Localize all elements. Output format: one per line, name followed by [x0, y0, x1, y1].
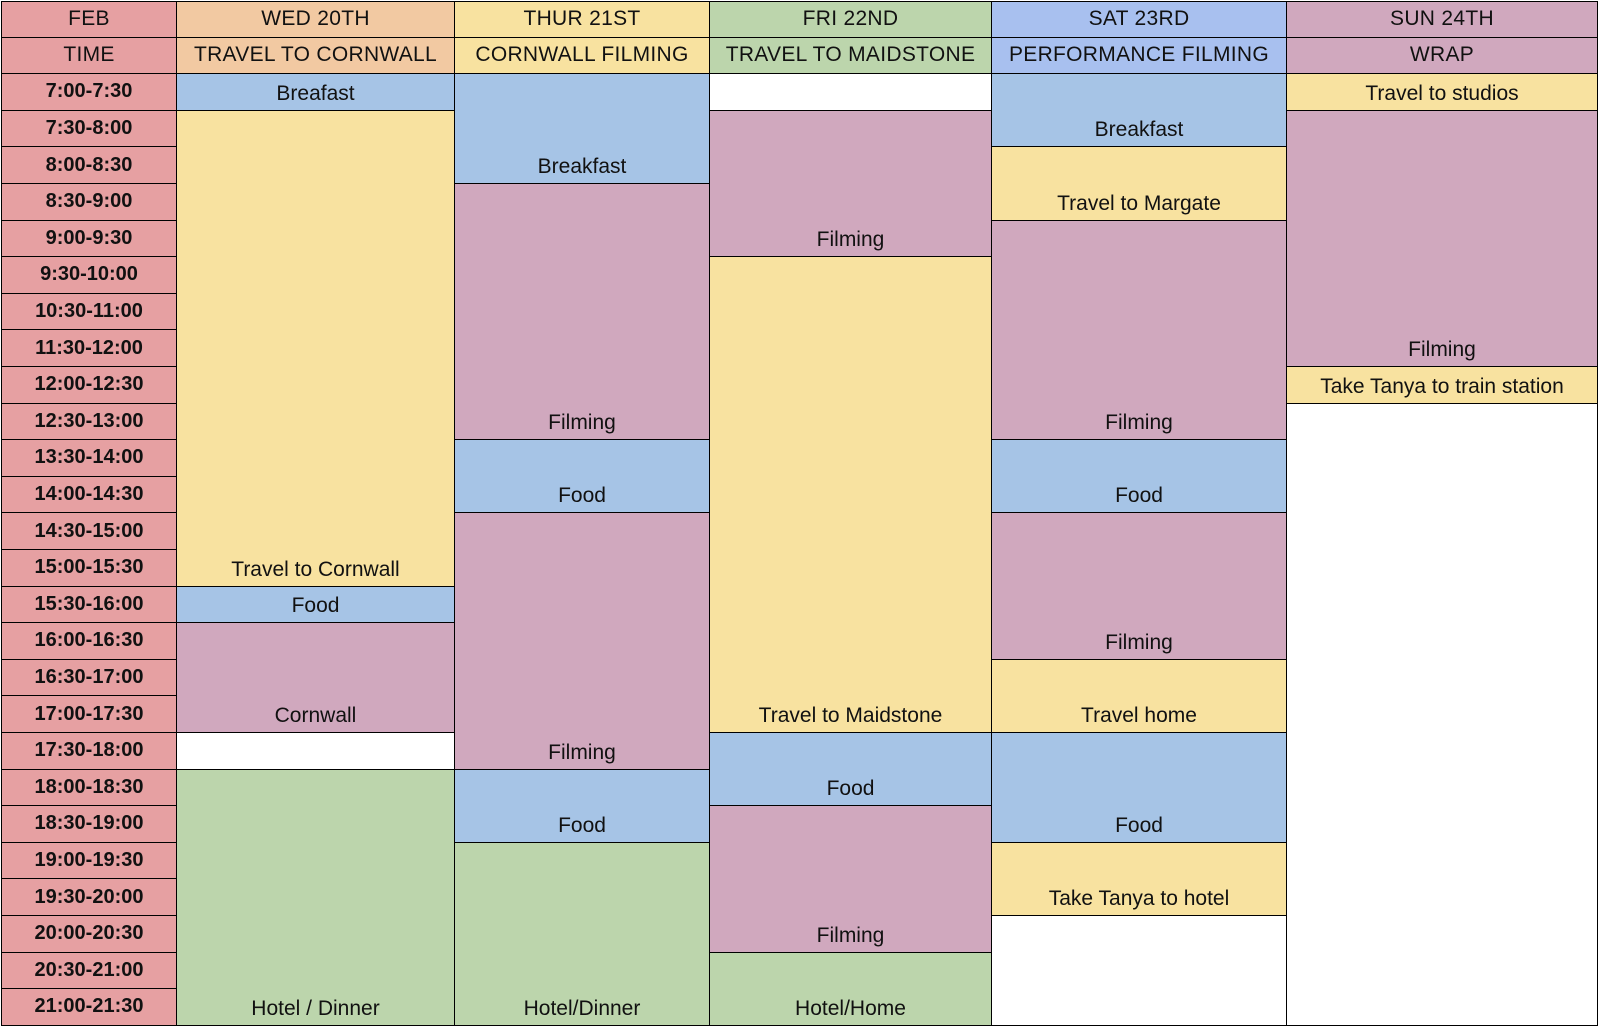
- time-slot-label: 14:30-15:00: [1, 513, 177, 550]
- lodging-event-block[interactable]: Hotel/Dinner: [455, 842, 710, 1026]
- filming-event-block[interactable]: Filming: [992, 513, 1287, 660]
- travel-event-block[interactable]: Take Tanya to train station: [1287, 367, 1598, 404]
- time-slot-label: 12:00-12:30: [1, 367, 177, 404]
- meal-event-block[interactable]: Food: [992, 440, 1287, 514]
- day-header: SUN 24TH: [1287, 1, 1598, 38]
- meal-event-block[interactable]: Food: [455, 440, 710, 514]
- empty-slot[interactable]: [177, 733, 455, 770]
- time-slot-label: 9:00-9:30: [1, 220, 177, 258]
- time-slot-label: 14:00-14:30: [1, 476, 177, 514]
- travel-event-block[interactable]: Travel to Margate: [992, 147, 1287, 221]
- time-slot-label: 17:30-18:00: [1, 733, 177, 770]
- lodging-event-block[interactable]: Hotel/Home: [710, 952, 992, 1026]
- time-slot-label: 15:30-16:00: [1, 586, 177, 624]
- time-slot-label: 17:00-17:30: [1, 696, 177, 733]
- meal-event-block[interactable]: Breafast: [177, 74, 455, 111]
- time-slot-label: 19:30-20:00: [1, 879, 177, 916]
- time-slot-label: 21:00-21:30: [1, 989, 177, 1026]
- day-theme-header: WRAP: [1287, 37, 1598, 75]
- time-slot-label: 20:00-20:30: [1, 916, 177, 953]
- meal-event-block[interactable]: Food: [177, 586, 455, 624]
- filming-event-block[interactable]: Filming: [455, 184, 710, 441]
- time-slot-label: 15:00-15:30: [1, 550, 177, 587]
- empty-slot[interactable]: [1287, 403, 1598, 1026]
- day-header: WED 20TH: [177, 1, 455, 38]
- time-slot-label: 9:30-10:00: [1, 257, 177, 294]
- meal-event-block[interactable]: Breakfast: [455, 74, 710, 184]
- meal-event-block[interactable]: Food: [710, 733, 992, 807]
- time-slot-label: 18:00-18:30: [1, 769, 177, 807]
- empty-slot[interactable]: [710, 74, 992, 111]
- time-slot-label: 16:00-16:30: [1, 623, 177, 660]
- filming-event-block[interactable]: Filming: [710, 110, 992, 258]
- filming-event-block[interactable]: Filming: [455, 513, 710, 770]
- travel-event-block[interactable]: Take Tanya to hotel: [992, 842, 1287, 916]
- meal-event-block[interactable]: Breakfast: [992, 74, 1287, 148]
- time-slot-label: 11:30-12:00: [1, 330, 177, 367]
- filming-event-block[interactable]: Filming: [992, 220, 1287, 441]
- day-header: THUR 21ST: [455, 1, 710, 38]
- day-header: FRI 22ND: [710, 1, 992, 38]
- month-header: FEB: [1, 1, 177, 38]
- filming-event-block[interactable]: Filming: [710, 806, 992, 953]
- filming-event-block[interactable]: Cornwall: [177, 623, 455, 733]
- lodging-event-block[interactable]: Hotel / Dinner: [177, 769, 455, 1026]
- time-slot-label: 7:00-7:30: [1, 74, 177, 111]
- travel-event-block[interactable]: Travel home: [992, 659, 1287, 733]
- time-slot-label: 18:30-19:00: [1, 806, 177, 843]
- day-theme-header: TRAVEL TO MAIDSTONE: [710, 37, 992, 75]
- time-slot-label: 7:30-8:00: [1, 110, 177, 148]
- empty-slot[interactable]: [992, 916, 1287, 1026]
- time-slot-label: 20:30-21:00: [1, 952, 177, 990]
- travel-event-block[interactable]: Travel to studios: [1287, 74, 1598, 111]
- time-slot-label: 12:30-13:00: [1, 403, 177, 441]
- time-slot-label: 8:00-8:30: [1, 147, 177, 184]
- meal-event-block[interactable]: Food: [992, 733, 1287, 843]
- time-slot-label: 13:30-14:00: [1, 440, 177, 477]
- time-slot-label: 10:30-11:00: [1, 293, 177, 331]
- travel-event-block[interactable]: Travel to Maidstone: [710, 257, 992, 733]
- travel-event-block[interactable]: Travel to Cornwall: [177, 110, 455, 587]
- day-theme-header: PERFORMANCE FILMING: [992, 37, 1287, 75]
- time-slot-label: 19:00-19:30: [1, 842, 177, 880]
- day-theme-header: CORNWALL FILMING: [455, 37, 710, 75]
- day-header: SAT 23RD: [992, 1, 1287, 38]
- time-slot-label: 8:30-9:00: [1, 184, 177, 221]
- time-header: TIME: [1, 37, 177, 75]
- time-slot-label: 16:30-17:00: [1, 659, 177, 697]
- meal-event-block[interactable]: Food: [455, 769, 710, 843]
- day-theme-header: TRAVEL TO CORNWALL: [177, 37, 455, 75]
- filming-event-block[interactable]: Filming: [1287, 110, 1598, 367]
